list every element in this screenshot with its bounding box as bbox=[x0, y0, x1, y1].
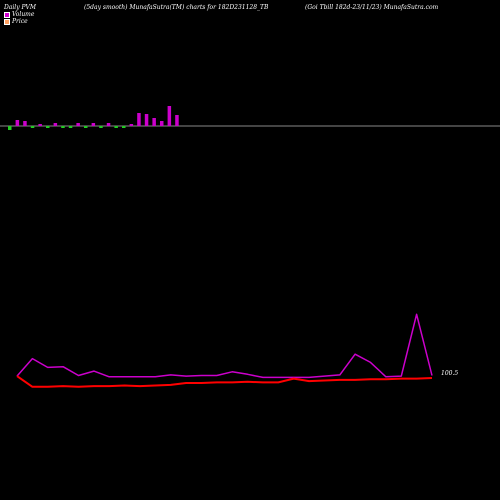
volume-bar bbox=[144, 114, 149, 126]
volume-bar bbox=[137, 113, 141, 126]
volume-bar bbox=[8, 126, 12, 130]
chart-title-middle: (5day smooth) MunafaSutra(TM) charts for… bbox=[84, 4, 269, 11]
volume-bar bbox=[152, 118, 156, 126]
volume-bar bbox=[106, 123, 111, 126]
volume-bar bbox=[167, 106, 172, 126]
volume-line bbox=[16, 313, 433, 379]
last-price-label: 100.5 bbox=[441, 370, 458, 377]
price-line bbox=[16, 375, 433, 388]
chart-title-right: (Goi Tbill 182d-23/11/23) MunafaSutra.co… bbox=[305, 4, 439, 11]
volume-bar bbox=[122, 126, 126, 128]
price-volume-lines bbox=[16, 313, 433, 388]
volume-bar bbox=[61, 126, 65, 128]
volume-bar bbox=[114, 126, 118, 128]
volume-bar bbox=[91, 123, 96, 126]
volume-bars bbox=[8, 106, 179, 130]
volume-bar bbox=[53, 123, 58, 126]
volume-bar bbox=[160, 121, 164, 126]
chart-title-left: Daily PVM bbox=[4, 4, 37, 11]
volume-bar bbox=[23, 121, 27, 126]
volume-bar bbox=[30, 126, 35, 128]
legend-volume: Volume bbox=[4, 11, 34, 18]
volume-bar bbox=[15, 120, 20, 126]
volume-bar bbox=[99, 126, 103, 128]
legend-price-swatch bbox=[4, 18, 10, 25]
legend-volume-swatch bbox=[4, 11, 10, 18]
legend-volume-label: Volume bbox=[12, 11, 35, 18]
volume-bar bbox=[76, 123, 80, 126]
volume-bar bbox=[38, 124, 42, 126]
volume-bar bbox=[68, 126, 73, 128]
volume-bar bbox=[175, 115, 179, 126]
volume-bar bbox=[129, 124, 134, 126]
volume-bar bbox=[84, 126, 88, 128]
volume-bar bbox=[46, 126, 50, 128]
legend-price: Price bbox=[4, 18, 28, 25]
legend-price-label: Price bbox=[12, 18, 28, 25]
